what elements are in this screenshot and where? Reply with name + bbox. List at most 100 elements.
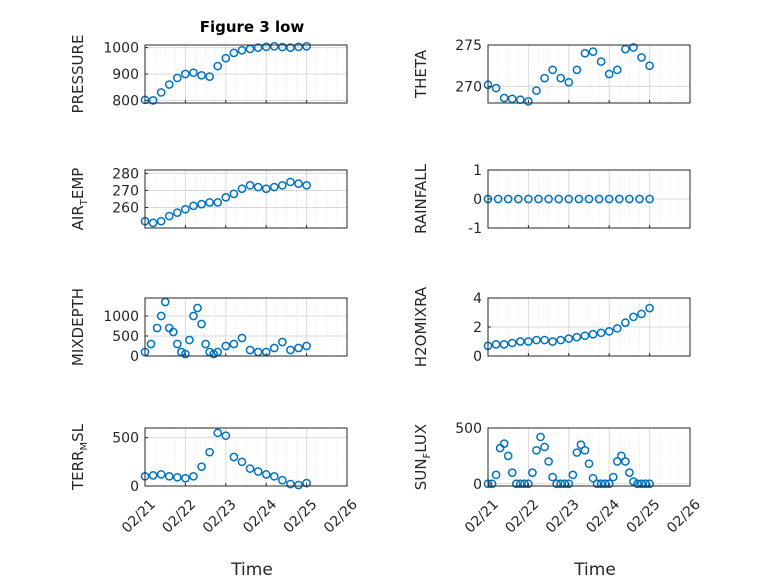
data-point bbox=[564, 194, 574, 204]
data-point bbox=[156, 470, 166, 479]
data-point bbox=[637, 53, 646, 62]
data-point bbox=[229, 189, 239, 199]
x-tick-label: 02/22 bbox=[159, 497, 199, 537]
data-point bbox=[164, 80, 174, 89]
data-point bbox=[189, 68, 198, 78]
data-point bbox=[294, 480, 303, 490]
x-tick-label: 02/22 bbox=[502, 497, 542, 537]
data-point bbox=[302, 478, 311, 488]
data-point bbox=[524, 479, 533, 489]
data-point bbox=[540, 335, 549, 345]
y-tick-label: -1 bbox=[468, 221, 482, 237]
axes-box bbox=[144, 427, 348, 487]
data-point bbox=[205, 72, 214, 81]
data-point bbox=[499, 439, 509, 448]
data-point bbox=[269, 343, 279, 353]
data-point bbox=[614, 194, 624, 204]
axes-box bbox=[144, 169, 348, 229]
data-point bbox=[564, 77, 574, 87]
data-point bbox=[584, 459, 594, 469]
y-tick-label: 4 bbox=[473, 291, 482, 307]
y-tick-label: 1000 bbox=[103, 309, 139, 325]
data-point bbox=[164, 211, 174, 221]
data-point bbox=[499, 93, 509, 103]
data-point bbox=[185, 335, 194, 345]
data-point bbox=[172, 208, 182, 217]
data-point bbox=[604, 194, 614, 204]
data-point bbox=[629, 312, 638, 322]
data-point bbox=[245, 464, 255, 473]
data-point bbox=[172, 73, 182, 83]
data-point bbox=[645, 479, 654, 489]
data-point bbox=[616, 451, 626, 461]
data-point bbox=[168, 327, 178, 337]
data-point bbox=[564, 479, 574, 489]
data-point bbox=[536, 432, 545, 442]
subplot-theta: 270 275 THETA bbox=[412, 38, 691, 106]
data-point bbox=[596, 57, 606, 66]
data-point bbox=[604, 479, 614, 489]
data-point bbox=[515, 479, 525, 489]
y-tick-label: 500 bbox=[112, 329, 139, 345]
data-point bbox=[515, 337, 525, 346]
data-point bbox=[245, 181, 255, 190]
axes-box bbox=[487, 427, 691, 487]
y-tick-label: 2 bbox=[473, 320, 482, 336]
x-tick-label: 02/23 bbox=[200, 497, 240, 537]
data-point bbox=[197, 199, 206, 209]
y-axis-label: MIXDEPTH bbox=[69, 288, 87, 366]
data-point bbox=[554, 194, 564, 204]
axes-background bbox=[145, 428, 347, 486]
data-point bbox=[197, 319, 206, 329]
data-point bbox=[572, 332, 582, 342]
data-point bbox=[201, 339, 210, 349]
x-axis-label-right: Time bbox=[573, 560, 616, 580]
data-point bbox=[253, 43, 263, 52]
data-point bbox=[637, 309, 646, 319]
data-point bbox=[181, 349, 190, 359]
data-point bbox=[621, 44, 630, 54]
y-tick-label: 0 bbox=[130, 349, 139, 365]
subplot-h2omixra: 0 2 4 H2OMIXRA bbox=[412, 286, 691, 367]
data-point bbox=[181, 69, 190, 79]
x-tick-label: 02/24 bbox=[583, 497, 623, 537]
data-point bbox=[596, 328, 606, 338]
data-point bbox=[493, 194, 503, 204]
data-point bbox=[548, 65, 557, 75]
data-point bbox=[629, 43, 638, 52]
data-point bbox=[580, 445, 590, 455]
data-point bbox=[294, 179, 303, 188]
data-point bbox=[286, 479, 295, 489]
data-point bbox=[205, 447, 214, 457]
data-point bbox=[156, 311, 166, 321]
data-point bbox=[197, 70, 206, 80]
data-point bbox=[181, 204, 190, 214]
data-point bbox=[580, 48, 590, 58]
x-tick-label: 02/26 bbox=[321, 497, 361, 537]
data-point bbox=[621, 318, 630, 327]
y-tick-label: 1 bbox=[473, 163, 482, 179]
data-point bbox=[612, 324, 622, 333]
data-point bbox=[156, 88, 166, 97]
data-point bbox=[511, 479, 521, 489]
data-point bbox=[548, 472, 557, 482]
axes-box bbox=[487, 44, 691, 104]
data-point bbox=[213, 428, 223, 438]
y-tick-label: 280 bbox=[112, 166, 139, 182]
data-point bbox=[286, 177, 295, 187]
data-point bbox=[552, 479, 562, 489]
data-point bbox=[221, 431, 231, 441]
y-tick-label: 0 bbox=[473, 349, 482, 365]
data-point bbox=[269, 471, 279, 481]
data-point bbox=[156, 216, 166, 226]
data-point bbox=[237, 45, 247, 55]
x-tick-label: 02/25 bbox=[624, 497, 664, 537]
data-point bbox=[197, 462, 206, 472]
x-tick-label: 02/21 bbox=[462, 497, 502, 537]
y-tick-label: 500 bbox=[455, 421, 482, 437]
data-point bbox=[544, 457, 553, 466]
y-axis-label: TERRMSL bbox=[69, 423, 90, 491]
data-point bbox=[513, 194, 523, 204]
y-axis-label: RAINFALL bbox=[412, 163, 430, 234]
data-point bbox=[261, 470, 271, 479]
